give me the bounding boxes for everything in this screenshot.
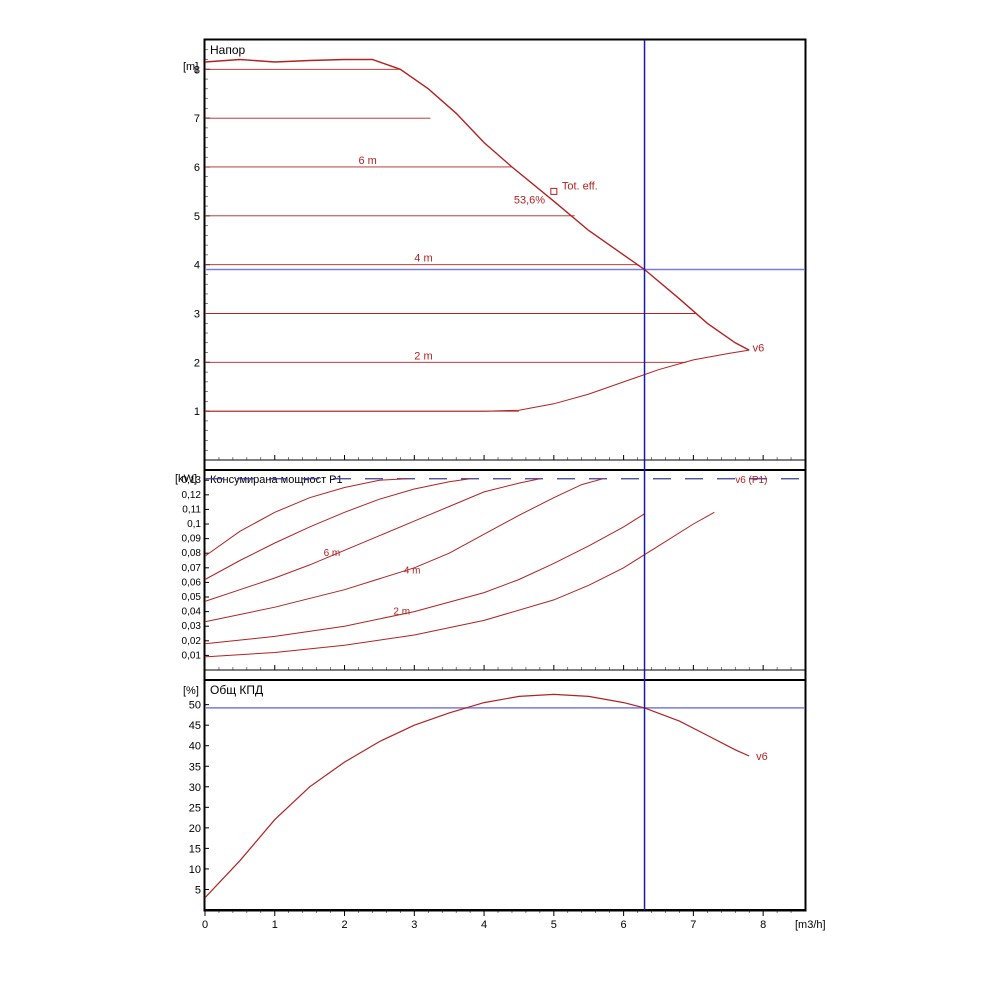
svg-text:2: 2	[341, 919, 347, 931]
svg-text:0,03: 0,03	[182, 621, 202, 632]
svg-text:3: 3	[194, 308, 200, 320]
svg-text:[%]: [%]	[183, 685, 199, 697]
svg-text:5: 5	[195, 884, 201, 896]
svg-text:0,08: 0,08	[182, 548, 202, 559]
svg-text:0,11: 0,11	[182, 504, 201, 515]
svg-text:40: 40	[189, 741, 201, 753]
svg-text:2 m: 2 m	[393, 607, 410, 618]
svg-text:4 m: 4 m	[414, 253, 432, 265]
svg-text:v6 (P1): v6 (P1)	[735, 475, 767, 486]
svg-text:35: 35	[189, 761, 201, 773]
svg-text:1: 1	[272, 919, 278, 931]
svg-text:v6: v6	[753, 343, 765, 355]
svg-text:0,09: 0,09	[182, 534, 202, 545]
svg-text:0,12: 0,12	[182, 490, 202, 501]
svg-text:25: 25	[189, 802, 201, 814]
svg-text:[kW]: [kW]	[175, 473, 197, 485]
svg-text:4: 4	[194, 260, 200, 272]
svg-text:6: 6	[621, 919, 627, 931]
svg-text:5: 5	[194, 211, 200, 223]
svg-text:4 m: 4 m	[404, 566, 421, 577]
svg-text:0,05: 0,05	[182, 592, 202, 603]
svg-text:[m]: [m]	[183, 61, 198, 73]
svg-text:0,01: 0,01	[182, 650, 202, 661]
svg-text:[m3/h]: [m3/h]	[795, 919, 825, 931]
svg-text:Напор: Напор	[210, 43, 246, 57]
svg-text:0,06: 0,06	[182, 577, 202, 588]
svg-text:Консумирана мощност P1: Консумирана мощност P1	[210, 474, 343, 486]
svg-text:5: 5	[551, 919, 557, 931]
svg-text:7: 7	[690, 919, 696, 931]
svg-text:Общ КПД: Общ КПД	[210, 683, 263, 697]
svg-text:3: 3	[411, 919, 417, 931]
svg-text:6 m: 6 m	[358, 155, 376, 167]
svg-text:8: 8	[760, 919, 766, 931]
svg-text:v6: v6	[756, 751, 768, 763]
svg-text:53,6%: 53,6%	[514, 194, 545, 206]
svg-text:2 m: 2 m	[414, 350, 432, 362]
svg-text:2: 2	[194, 357, 200, 369]
svg-text:6: 6	[194, 162, 200, 174]
svg-text:4: 4	[481, 919, 487, 931]
svg-text:0,04: 0,04	[182, 607, 202, 618]
chart-svg: 12345678[m]Напор2 m4 m6 mTot. eff.53,6%v…	[145, 30, 825, 960]
svg-text:0: 0	[202, 919, 208, 931]
svg-text:7: 7	[194, 113, 200, 125]
svg-text:45: 45	[189, 720, 201, 732]
svg-text:20: 20	[189, 823, 201, 835]
svg-text:1: 1	[194, 406, 200, 418]
svg-text:0,02: 0,02	[182, 636, 202, 647]
svg-text:30: 30	[189, 782, 201, 794]
svg-text:Tot. eff.: Tot. eff.	[562, 180, 598, 192]
svg-text:6 m: 6 m	[324, 548, 341, 559]
svg-text:0,1: 0,1	[187, 519, 201, 530]
svg-text:10: 10	[189, 864, 201, 876]
svg-text:50: 50	[189, 700, 201, 712]
svg-text:0,07: 0,07	[182, 563, 202, 574]
pump-performance-chart: 12345678[m]Напор2 m4 m6 mTot. eff.53,6%v…	[145, 30, 825, 960]
svg-text:15: 15	[189, 843, 201, 855]
